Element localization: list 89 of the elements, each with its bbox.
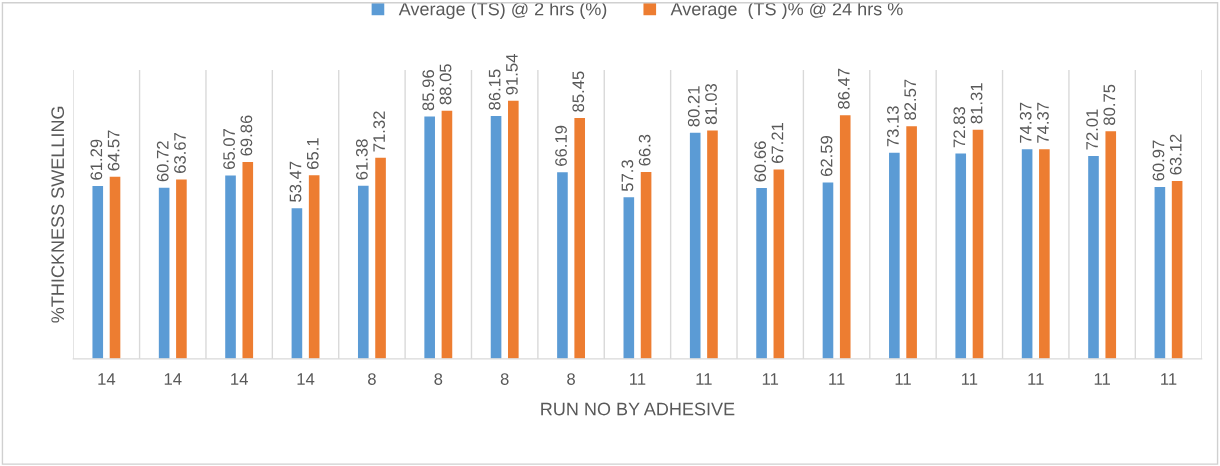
bar — [424, 116, 435, 359]
bar — [291, 208, 303, 359]
data-label: 86.15 — [488, 69, 501, 110]
x-tick-label: 8 — [567, 373, 575, 385]
data-label: 63.67 — [174, 132, 186, 173]
data-label: 91.54 — [505, 54, 518, 95]
x-tick-label: 8 — [500, 373, 509, 385]
x-tick-label: 14 — [98, 373, 116, 385]
data-label: 69.86 — [240, 115, 253, 156]
x-tick-label: 14 — [164, 373, 182, 385]
x-tick-label: 11 — [630, 373, 646, 385]
x-tick-label: 11 — [1094, 373, 1110, 385]
x-tick-label: 14 — [297, 373, 315, 385]
data-label: 86.47 — [837, 68, 850, 109]
bar — [1154, 187, 1166, 359]
data-label: 57.3 — [621, 160, 634, 192]
data-label: 74.37 — [1037, 102, 1049, 143]
bar — [508, 100, 519, 359]
data-label: 65.1 — [306, 138, 319, 169]
legend-label: Average (TS )% @ 24 hrs % — [670, 2, 903, 19]
data-label: 88.05 — [439, 64, 452, 105]
data-label: 61.29 — [90, 139, 103, 180]
bar — [756, 187, 767, 359]
x-tick-label: 11 — [961, 373, 978, 385]
bar — [557, 172, 568, 359]
bar — [92, 186, 104, 359]
data-label: 60.66 — [754, 141, 767, 182]
data-label: 72.01 — [1086, 109, 1098, 150]
data-label: 80.21 — [687, 86, 700, 127]
y-axis-title: %THICKNESS SWELLING — [51, 106, 65, 323]
x-tick-label: 8 — [368, 373, 376, 385]
x-axis-title: RUN NO BY ADHESIVE — [541, 402, 735, 416]
data-label: 71.32 — [373, 111, 386, 152]
data-label: 81.31 — [970, 83, 983, 124]
bar — [176, 179, 187, 359]
x-tick-label: 11 — [696, 373, 712, 385]
x-tick-label: 11 — [829, 373, 845, 385]
x-tick-label: 8 — [434, 373, 443, 385]
data-label: 63.12 — [1169, 134, 1182, 175]
x-tick-label: 11 — [1161, 373, 1177, 385]
bar — [640, 171, 652, 359]
data-label: 72.83 — [953, 107, 966, 148]
bar — [357, 185, 369, 359]
bar — [906, 126, 917, 359]
data-label: 65.07 — [223, 129, 235, 170]
data-label: 85.45 — [572, 71, 585, 112]
data-label: 66.19 — [555, 125, 567, 166]
bar — [839, 115, 851, 359]
data-label: 85.96 — [422, 70, 435, 111]
data-label: 66.3 — [638, 134, 651, 166]
bar — [574, 118, 586, 359]
data-label: 82.57 — [904, 79, 917, 120]
data-label: 61.38 — [355, 139, 368, 180]
data-label: 73.13 — [887, 106, 899, 147]
x-tick-label: 11 — [762, 373, 779, 385]
bar — [1171, 180, 1183, 359]
bar — [1039, 149, 1050, 359]
bar — [1105, 131, 1117, 359]
data-label: 80.75 — [1103, 84, 1116, 125]
data-label: 64.57 — [107, 130, 120, 171]
data-label: 67.21 — [771, 122, 784, 164]
bar — [441, 110, 453, 359]
data-label: 74.37 — [1019, 102, 1032, 143]
data-label: 53.47 — [289, 161, 302, 202]
data-label: 60.97 — [1152, 140, 1165, 181]
bar — [822, 182, 834, 359]
bar — [1088, 155, 1099, 359]
data-label: 60.72 — [156, 141, 169, 182]
bar — [972, 129, 984, 359]
bar — [225, 175, 236, 359]
x-tick-label: 14 — [231, 373, 248, 385]
bar — [109, 176, 121, 359]
bar — [1021, 149, 1033, 359]
bar — [955, 153, 967, 359]
bar — [889, 152, 900, 359]
bar — [773, 169, 785, 359]
bar — [375, 157, 386, 359]
bar — [490, 116, 502, 359]
bar — [242, 161, 254, 359]
data-label: 81.03 — [705, 83, 717, 125]
bar — [158, 187, 170, 359]
x-tick-label: 11 — [1028, 373, 1044, 385]
bar — [623, 197, 635, 359]
bar — [308, 175, 320, 359]
data-label: 62.59 — [820, 135, 833, 177]
bar — [707, 130, 718, 359]
x-tick-label: 11 — [895, 373, 911, 385]
bar — [689, 132, 701, 359]
legend-label: Average (TS) @ 2 hrs (%) — [398, 2, 607, 19]
